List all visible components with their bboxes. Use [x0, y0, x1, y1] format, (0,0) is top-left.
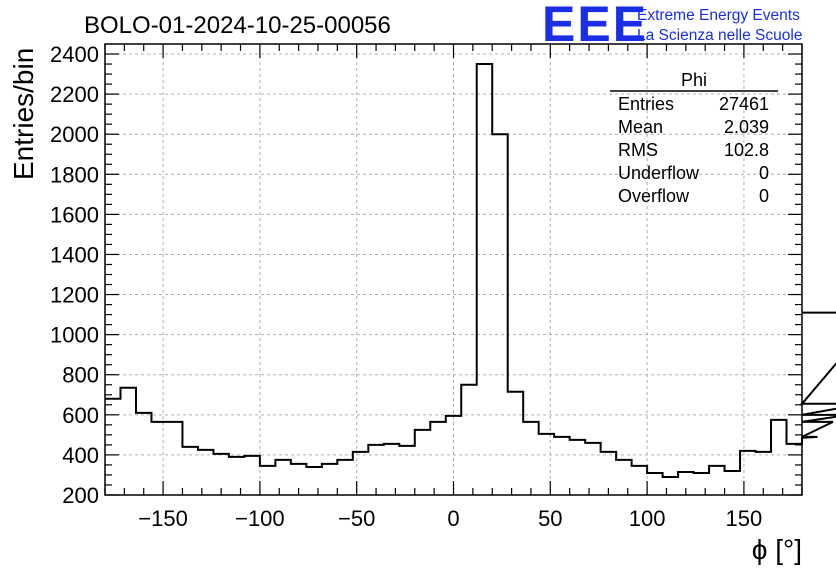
- stats-value: 2.039: [724, 117, 769, 137]
- stats-label: Mean: [618, 117, 663, 137]
- y-axis-title: Entries/bin: [8, 48, 39, 180]
- stats-label: Underflow: [618, 163, 700, 183]
- stats-label: RMS: [618, 140, 658, 160]
- logo-line2: La Scienza nelle Scuole: [637, 27, 802, 44]
- plot-title: BOLO-01-2024-10-25-00056: [84, 12, 391, 39]
- axis-ticks: [104, 44, 803, 496]
- y-tick-labels: 200 400 600 800 1000 1200 1400 1600 1800 2000 2200…: [50, 42, 99, 508]
- x-tick-label: 100: [629, 506, 666, 531]
- y-tick-label: 1000: [50, 323, 99, 348]
- stats-value: 0: [759, 163, 769, 183]
- stats-value: 0: [759, 186, 769, 206]
- y-tick-label: 600: [62, 403, 99, 428]
- y-tick-label: 200: [62, 483, 99, 508]
- y-tick-label: 400: [62, 443, 99, 468]
- histogram-series-line: [105, 63, 836, 478]
- y-tick-label: 2400: [50, 42, 99, 67]
- x-tick-label: 50: [538, 506, 562, 531]
- grid-lines: [105, 44, 802, 496]
- x-tick-labels: −150 −100 −50 0 50 100 150: [138, 506, 762, 531]
- x-axis-title: ϕ [°]: [752, 534, 802, 565]
- x-tick-label: −50: [338, 506, 375, 531]
- x-tick-label: 150: [726, 506, 763, 531]
- stats-label: Entries: [618, 94, 674, 114]
- y-tick-label: 2200: [50, 82, 99, 107]
- stats-box: Phi Entries 27461 Mean 2.039 RMS 102.8 Underfl…: [610, 70, 778, 206]
- x-tick-label: −100: [235, 506, 285, 531]
- y-tick-label: 800: [62, 363, 99, 388]
- stats-value: 102.8: [724, 140, 769, 160]
- stats-label: Overflow: [618, 186, 690, 206]
- y-tick-label: 2000: [50, 122, 99, 147]
- x-tick-label: −150: [138, 506, 188, 531]
- stats-value: 27461: [719, 94, 769, 114]
- y-tick-label: 1800: [50, 162, 99, 187]
- y-tick-label: 1600: [50, 202, 99, 227]
- x-tick-label: 0: [447, 506, 459, 531]
- y-tick-label: 1400: [50, 242, 99, 267]
- logo-line1: Extreme Energy Events: [637, 7, 800, 24]
- y-tick-label: 1200: [50, 283, 99, 308]
- stats-name: Phi: [681, 70, 707, 90]
- eee-logo: EEE Extreme Energy Events La Scienza nel…: [542, 0, 802, 52]
